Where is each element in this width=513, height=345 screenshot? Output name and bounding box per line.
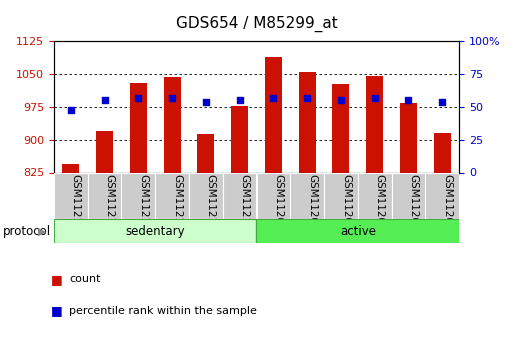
Point [202, 99, 210, 105]
Bar [358, 172, 391, 219]
Text: GSM11206: GSM11206 [341, 174, 351, 230]
Text: active: active [340, 225, 376, 238]
Bar [265, 57, 282, 172]
Text: GSM11215: GSM11215 [240, 174, 250, 231]
Bar [425, 172, 459, 219]
Bar [391, 172, 425, 219]
Text: GSM11208: GSM11208 [408, 174, 419, 230]
Bar [299, 72, 315, 172]
Point [269, 95, 278, 100]
Text: ■: ■ [51, 273, 63, 286]
Bar [256, 219, 459, 243]
Point [168, 95, 176, 100]
Point [134, 95, 143, 100]
Text: GDS654 / M85299_at: GDS654 / M85299_at [175, 16, 338, 32]
Bar [434, 133, 451, 172]
Point [101, 98, 109, 103]
Text: ▶: ▶ [38, 226, 46, 236]
Point [370, 95, 379, 100]
Bar [62, 164, 79, 172]
Text: protocol: protocol [3, 225, 51, 238]
Point [438, 99, 446, 105]
Text: GSM11210: GSM11210 [71, 174, 81, 230]
Bar [223, 172, 256, 219]
Text: GSM11212: GSM11212 [139, 174, 148, 231]
Text: GSM11207: GSM11207 [374, 174, 385, 230]
Bar [324, 172, 358, 219]
Point [404, 98, 412, 103]
Bar [54, 172, 88, 219]
Text: GSM11205: GSM11205 [307, 174, 317, 230]
Bar [96, 131, 113, 172]
Bar [198, 135, 214, 172]
Text: GSM11211: GSM11211 [105, 174, 114, 231]
Text: GSM11213: GSM11213 [172, 174, 182, 231]
Point [67, 107, 75, 112]
Bar [256, 172, 290, 219]
Text: GSM11214: GSM11214 [206, 174, 216, 231]
Bar [155, 172, 189, 219]
Bar [231, 106, 248, 172]
Bar [290, 172, 324, 219]
Text: GSM11204: GSM11204 [273, 174, 283, 230]
Point [303, 95, 311, 100]
Text: ■: ■ [51, 304, 63, 317]
Bar [164, 77, 181, 172]
Text: percentile rank within the sample: percentile rank within the sample [69, 306, 257, 315]
Point [337, 98, 345, 103]
Bar [122, 172, 155, 219]
Bar [54, 219, 256, 243]
Point [235, 98, 244, 103]
Text: count: count [69, 275, 101, 284]
Text: GSM11209: GSM11209 [442, 174, 452, 230]
Bar [332, 84, 349, 172]
Bar [130, 83, 147, 172]
Bar [88, 172, 122, 219]
Bar [366, 76, 383, 172]
Text: sedentary: sedentary [125, 225, 185, 238]
Bar [400, 102, 417, 172]
Bar [189, 172, 223, 219]
